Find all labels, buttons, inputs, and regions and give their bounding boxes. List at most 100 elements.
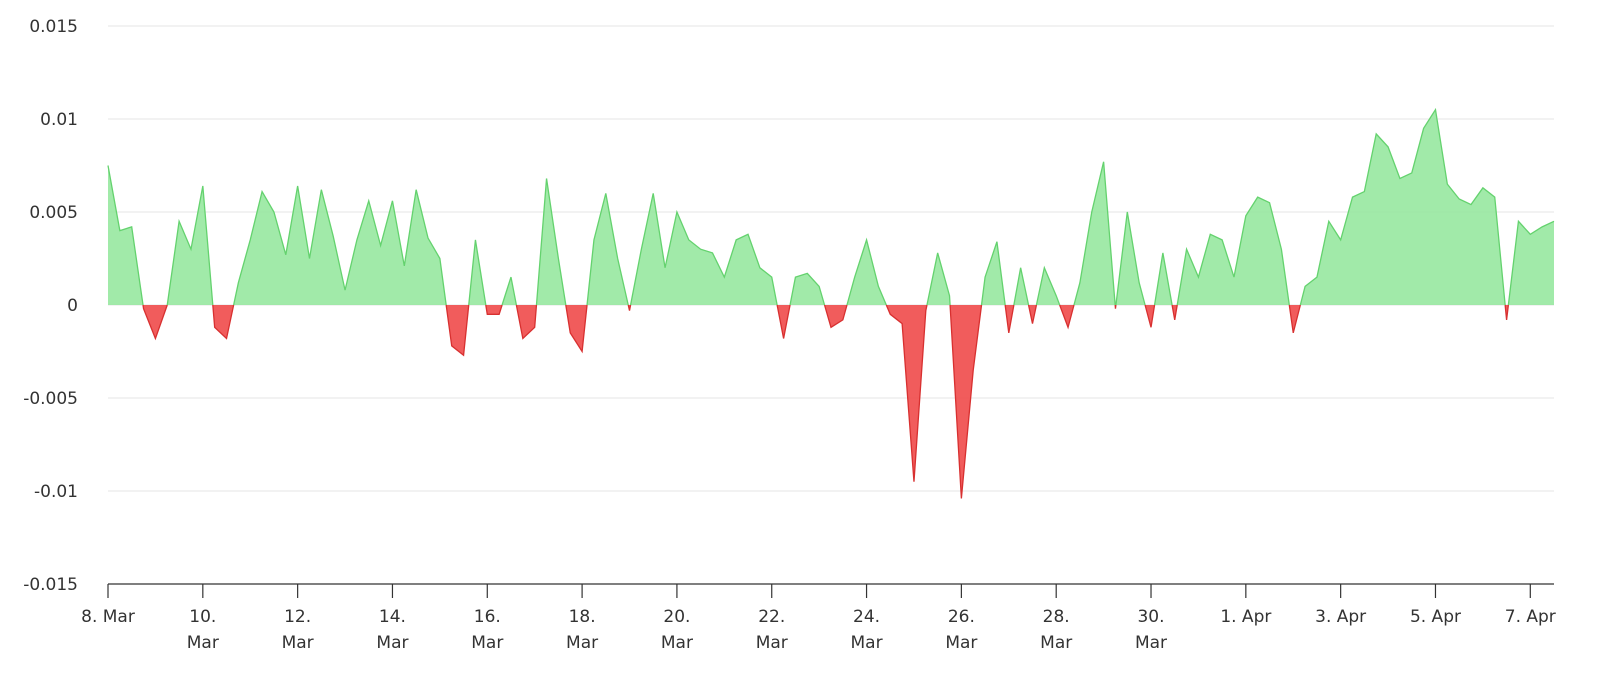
- negative-line: [885, 304, 928, 482]
- x-axis: [107, 583, 1554, 598]
- positive-area: [502, 277, 517, 305]
- positive-line: [1115, 211, 1146, 306]
- positive-line: [1299, 107, 1506, 306]
- x-tick-label: 22. Mar: [756, 607, 788, 653]
- y-tick-label: 0.015: [29, 17, 78, 37]
- positive-line: [586, 193, 629, 306]
- x-tick-label: 10. Mar: [187, 607, 219, 653]
- positive-area: [1036, 267, 1060, 305]
- negative-line: [949, 304, 983, 499]
- positive-area: [981, 241, 1006, 305]
- area-series: [107, 107, 1555, 499]
- x-tick-label-line: 8. Mar: [81, 607, 135, 627]
- negative-line: [823, 304, 848, 329]
- positive-area: [536, 178, 566, 305]
- positive-line: [846, 237, 887, 306]
- x-tick-label: 8. Mar: [81, 607, 135, 627]
- x-tick-label-line: 16.: [474, 607, 501, 627]
- x-tick-label-line: Mar: [851, 633, 883, 653]
- positive-line: [468, 239, 487, 306]
- positive-area: [1115, 212, 1146, 305]
- negative-line: [627, 304, 632, 311]
- x-tick-label-line: 1. Apr: [1220, 607, 1271, 627]
- x-tick-label: 28. Mar: [1040, 607, 1072, 653]
- x-tick-label: 18. Mar: [566, 607, 598, 653]
- x-tick-label-line: 12.: [284, 607, 311, 627]
- x-tick-label-line: Mar: [471, 633, 503, 653]
- x-tick-label: 1. Apr: [1220, 607, 1271, 627]
- negative-area: [1028, 305, 1037, 324]
- negative-area: [565, 305, 588, 352]
- positive-area: [1154, 252, 1173, 305]
- x-tick-label-line: 24.: [853, 607, 880, 627]
- negative-line: [1504, 304, 1510, 320]
- negative-area: [485, 305, 503, 315]
- x-tick-label: 14. Mar: [376, 607, 408, 653]
- positive-area: [468, 239, 486, 305]
- x-tick-label-line: Mar: [187, 633, 219, 653]
- y-tick-label: -0.005: [23, 389, 78, 409]
- negative-line: [1059, 304, 1075, 330]
- x-tick-label-line: Mar: [1040, 633, 1072, 653]
- x-tick-label: 7. Apr: [1505, 607, 1556, 627]
- negative-area: [886, 305, 927, 482]
- positive-line: [1153, 252, 1173, 306]
- positive-line: [789, 272, 826, 306]
- positive-line: [535, 178, 567, 306]
- x-tick-label-line: 7. Apr: [1505, 607, 1556, 627]
- positive-line: [1507, 219, 1555, 306]
- positive-line: [926, 252, 951, 306]
- negative-line: [1144, 304, 1156, 328]
- positive-area: [790, 273, 825, 305]
- positive-line: [1035, 265, 1061, 306]
- negative-area: [950, 305, 982, 499]
- negative-area: [824, 305, 847, 328]
- x-tick-label-line: Mar: [945, 633, 977, 653]
- negative-area: [1289, 305, 1301, 333]
- negative-area: [143, 305, 168, 339]
- positive-area: [108, 165, 144, 305]
- positive-area: [1013, 267, 1029, 305]
- positive-line: [629, 193, 778, 306]
- y-tick-label: 0.005: [29, 203, 78, 223]
- positive-area: [1073, 161, 1116, 305]
- positive-line: [1013, 267, 1030, 306]
- x-tick-label-line: Mar: [661, 633, 693, 653]
- y-tick-label: -0.01: [34, 482, 78, 502]
- negative-line: [1171, 304, 1178, 320]
- negative-area: [1145, 305, 1155, 328]
- negative-line: [515, 304, 538, 340]
- negative-line: [212, 304, 235, 340]
- x-tick-label-line: Mar: [1135, 633, 1167, 653]
- x-tick-label-line: 10.: [189, 607, 216, 627]
- positive-area: [1177, 197, 1290, 305]
- x-tick-label-line: Mar: [566, 633, 598, 653]
- y-tick-label: -0.015: [23, 575, 78, 595]
- positive-line: [1176, 196, 1290, 306]
- x-tick-label-line: Mar: [282, 633, 314, 653]
- positive-area: [167, 185, 213, 305]
- y-axis-labels: -0.015 -0.01 -0.005 0 0.005 0.01 0.015: [23, 17, 78, 595]
- x-tick-label-line: Mar: [376, 633, 408, 653]
- y-tick-label: 0: [67, 296, 78, 316]
- x-tick-label-line: 30.: [1137, 607, 1164, 627]
- positive-line: [980, 241, 1006, 306]
- negative-line: [1004, 304, 1015, 334]
- x-tick-label: 3. Apr: [1315, 607, 1366, 627]
- negative-line: [1027, 304, 1038, 324]
- negative-line: [1114, 304, 1117, 309]
- negative-area: [1059, 305, 1074, 328]
- positive-area: [630, 193, 778, 305]
- positive-area: [233, 185, 447, 305]
- positive-line: [166, 185, 214, 306]
- x-tick-label-line: 18.: [569, 607, 596, 627]
- negative-line: [485, 304, 503, 315]
- positive-area: [587, 193, 629, 305]
- positive-line: [501, 276, 518, 306]
- positive-line: [107, 165, 144, 306]
- x-tick-label: 30. Mar: [1135, 607, 1167, 653]
- x-tick-label-line: 5. Apr: [1410, 607, 1461, 627]
- x-tick-label: 5. Apr: [1410, 607, 1461, 627]
